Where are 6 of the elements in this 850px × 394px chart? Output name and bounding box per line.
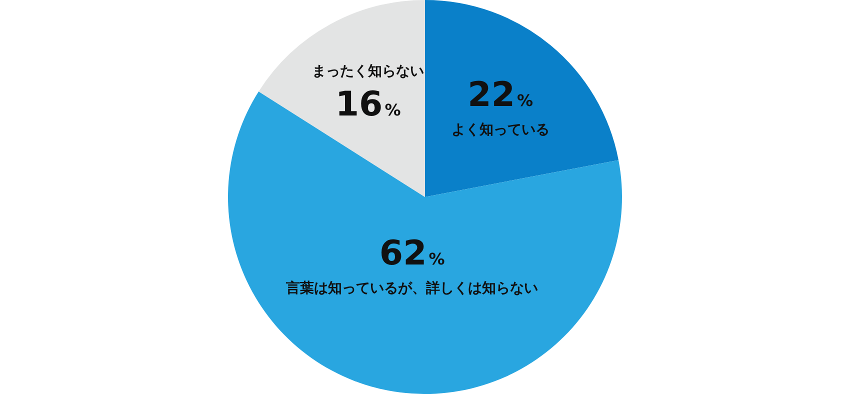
slice-label: よく知っている [451, 122, 550, 138]
data-label: 62% [379, 234, 445, 274]
data-label: 16% [335, 84, 401, 124]
data-label: 22% [468, 74, 534, 115]
slice-label: 言葉は知っているが、詳しくは知らない [285, 280, 538, 297]
slice-label: まったく知らない [312, 63, 424, 80]
